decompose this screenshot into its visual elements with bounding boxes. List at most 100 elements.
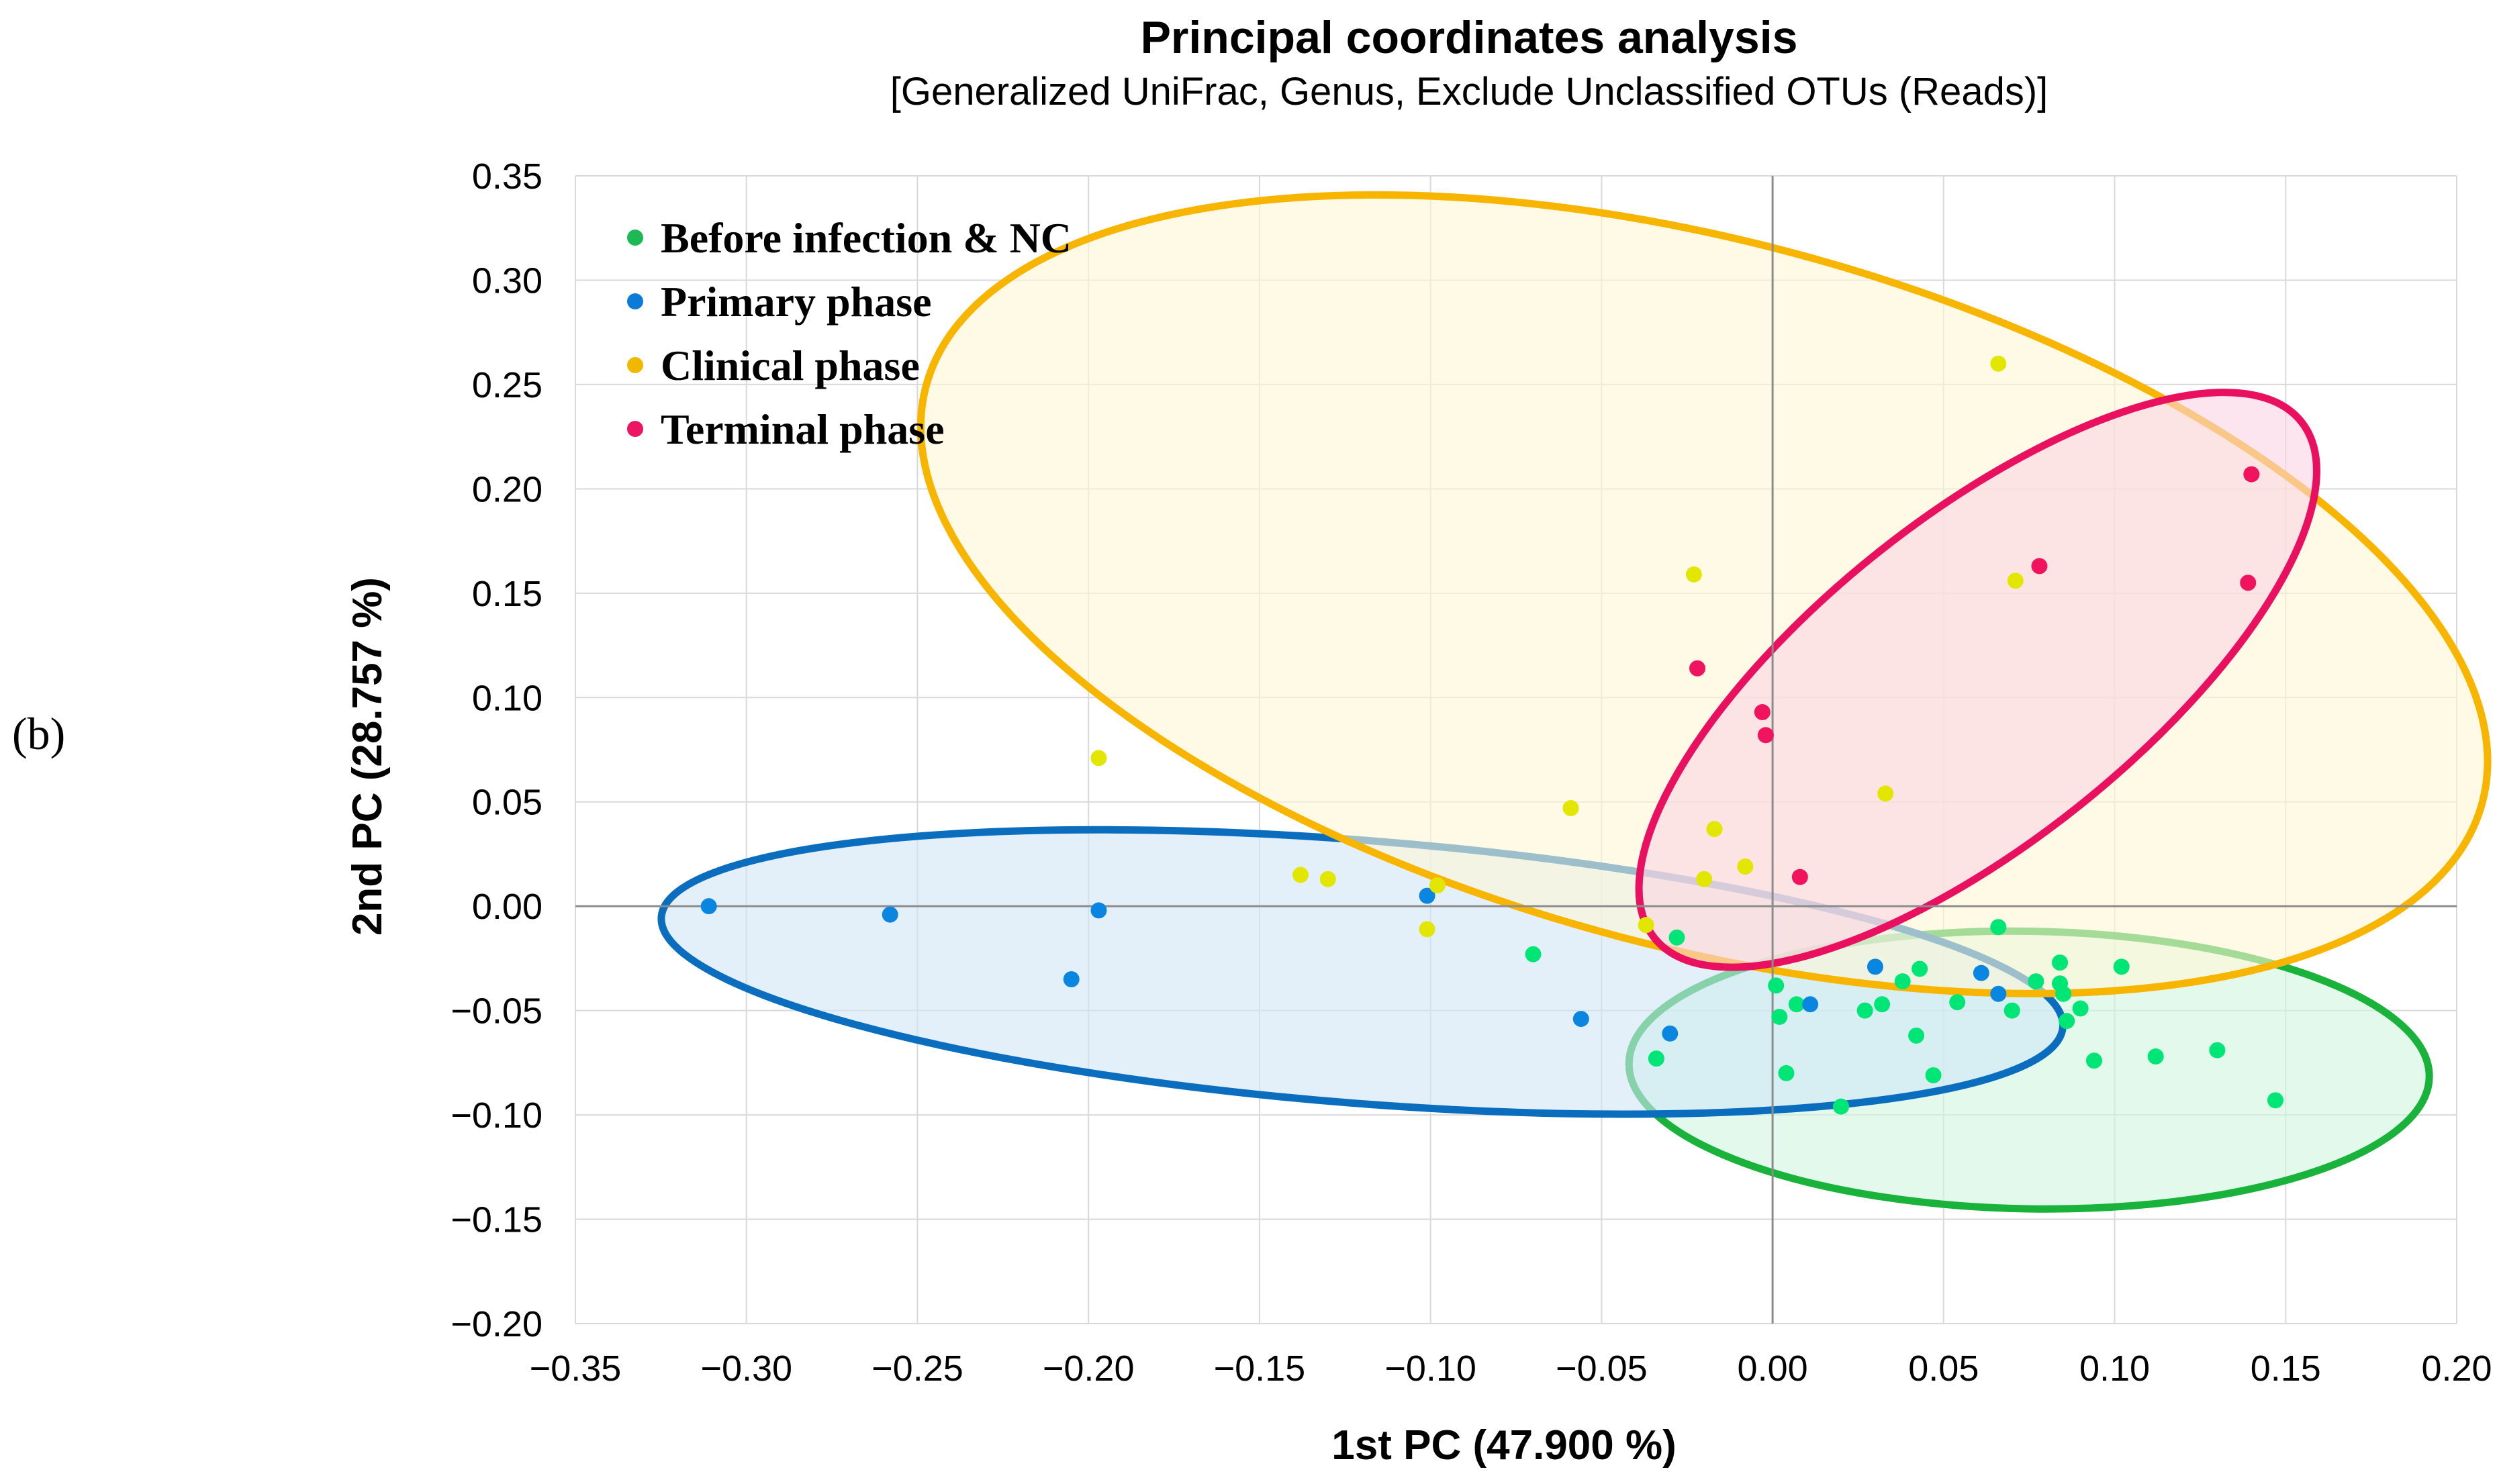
chart-subtitle: [Generalized UniFrac, Genus, Exclude Unc… <box>890 70 2048 113</box>
point-clinical-phase <box>1292 867 1309 883</box>
legend-label-clinical-phase: Clinical phase <box>661 342 920 389</box>
point-before-infection-nc <box>1949 994 1966 1011</box>
y-tick-label: −0.20 <box>451 1304 543 1344</box>
y-tick-label: 0.35 <box>472 156 543 197</box>
point-clinical-phase <box>1429 877 1446 894</box>
point-before-infection-nc <box>1832 1098 1849 1115</box>
point-before-infection-nc <box>1894 973 1911 990</box>
point-clinical-phase <box>1638 917 1654 934</box>
point-before-infection-nc <box>1778 1065 1795 1081</box>
point-before-infection-nc <box>2085 1052 2102 1069</box>
point-before-infection-nc <box>1768 977 1785 994</box>
point-before-infection-nc <box>1856 1002 1873 1019</box>
y-tick-label: 0.00 <box>472 887 543 927</box>
point-before-infection-nc <box>1925 1067 1942 1084</box>
legend-label-terminal-phase: Terminal phase <box>661 405 945 453</box>
point-clinical-phase <box>1419 921 1435 938</box>
point-before-infection-nc <box>1771 1008 1788 1025</box>
point-terminal-phase <box>2031 558 2048 575</box>
point-before-infection-nc <box>2059 1013 2075 1030</box>
point-primary-phase <box>1662 1025 1679 1042</box>
legend-label-primary-phase: Primary phase <box>661 278 932 326</box>
x-tick-label: 0.05 <box>1908 1348 1979 1389</box>
point-clinical-phase <box>1319 871 1336 887</box>
point-primary-phase <box>700 898 717 915</box>
point-before-infection-nc <box>2267 1092 2283 1109</box>
point-before-infection-nc <box>2209 1042 2226 1058</box>
point-before-infection-nc <box>2052 954 2069 971</box>
x-tick-label: −0.05 <box>1556 1348 1648 1389</box>
y-tick-label: −0.05 <box>451 991 543 1032</box>
chart-title: Principal coordinates analysis <box>1141 12 1798 63</box>
point-clinical-phase <box>2007 573 2024 589</box>
x-tick-labels: −0.35 −0.30 −0.25 −0.20 −0.15 −0.10 −0.05 0.00 0… <box>530 1348 2492 1389</box>
point-clinical-phase <box>1696 871 1713 887</box>
point-primary-phase <box>1090 902 1107 919</box>
point-before-infection-nc <box>1525 946 1542 962</box>
x-tick-label: −0.15 <box>1214 1348 1306 1389</box>
point-terminal-phase <box>1754 704 1771 721</box>
legend-marker-before-infection-nc <box>627 230 643 246</box>
x-tick-label: −0.35 <box>530 1348 622 1389</box>
point-before-infection-nc <box>2072 1000 2089 1017</box>
legend: Before infection & NC Primary phase Clinic… <box>627 214 1072 453</box>
point-terminal-phase <box>1757 727 1774 744</box>
point-primary-phase <box>1867 958 1883 975</box>
point-primary-phase <box>1973 964 1989 981</box>
x-tick-label: −0.30 <box>700 1348 792 1389</box>
point-primary-phase <box>1572 1011 1589 1028</box>
y-tick-label: 0.20 <box>472 469 543 509</box>
point-primary-phase <box>1990 985 2007 1002</box>
point-before-infection-nc <box>2028 973 2044 990</box>
x-tick-label: 0.20 <box>2421 1348 2492 1389</box>
ellipse-terminal-phase <box>1635 389 2320 971</box>
y-tick-label: 0.25 <box>472 365 543 405</box>
y-tick-label: −0.10 <box>451 1095 543 1136</box>
point-terminal-phase <box>1689 660 1706 677</box>
x-tick-label: 0.00 <box>1738 1348 1808 1389</box>
point-clinical-phase <box>1090 750 1107 766</box>
y-tick-labels: −0.20 −0.15 −0.10 −0.05 0.00 0.05 0.10 0.15 0.20… <box>451 156 543 1344</box>
point-clinical-phase <box>1990 355 2007 372</box>
point-before-infection-nc <box>1908 1027 1925 1044</box>
point-terminal-phase <box>2243 466 2260 483</box>
point-before-infection-nc <box>2113 958 2130 975</box>
y-tick-label: 0.10 <box>472 678 543 718</box>
y-tick-label: 0.05 <box>472 783 543 823</box>
zero-axes <box>575 176 2457 1324</box>
legend-marker-clinical-phase <box>627 357 643 373</box>
confidence-ellipses <box>657 191 2492 1213</box>
x-tick-label: −0.20 <box>1043 1348 1135 1389</box>
y-tick-label: −0.15 <box>451 1200 543 1240</box>
point-before-infection-nc <box>1648 1050 1664 1067</box>
y-tick-label: 0.15 <box>472 574 543 614</box>
point-primary-phase <box>1063 971 1080 987</box>
x-tick-label: −0.25 <box>871 1348 963 1389</box>
y-axis-title: 2nd PC (28.757 %) <box>344 577 391 936</box>
legend-marker-terminal-phase <box>627 421 643 437</box>
legend-label-before-infection-nc: Before infection & NC <box>661 214 1072 262</box>
point-clinical-phase <box>1685 566 1702 583</box>
data-points <box>700 355 2283 1115</box>
point-clinical-phase <box>1706 821 1723 838</box>
point-primary-phase <box>1419 887 1435 904</box>
point-before-infection-nc <box>1990 919 2007 936</box>
point-primary-phase <box>882 906 898 923</box>
point-before-infection-nc <box>1912 960 1928 977</box>
x-tick-label: −0.10 <box>1384 1348 1476 1389</box>
point-before-infection-nc <box>2147 1048 2164 1065</box>
panel-label: (b) <box>12 708 65 759</box>
point-terminal-phase <box>1791 869 1808 885</box>
legend-marker-primary-phase <box>627 293 643 309</box>
x-axis-title: 1st PC (47.900 %) <box>1331 1422 1676 1469</box>
point-clinical-phase <box>1562 800 1579 817</box>
point-primary-phase <box>1802 996 1819 1013</box>
x-tick-label: 0.15 <box>2251 1348 2321 1389</box>
point-clinical-phase <box>1737 858 1754 875</box>
point-terminal-phase <box>2240 575 2257 591</box>
point-before-infection-nc <box>1788 996 1805 1013</box>
point-before-infection-nc <box>1668 929 1685 946</box>
point-before-infection-nc <box>1874 996 1891 1013</box>
point-before-infection-nc <box>2055 985 2072 1002</box>
